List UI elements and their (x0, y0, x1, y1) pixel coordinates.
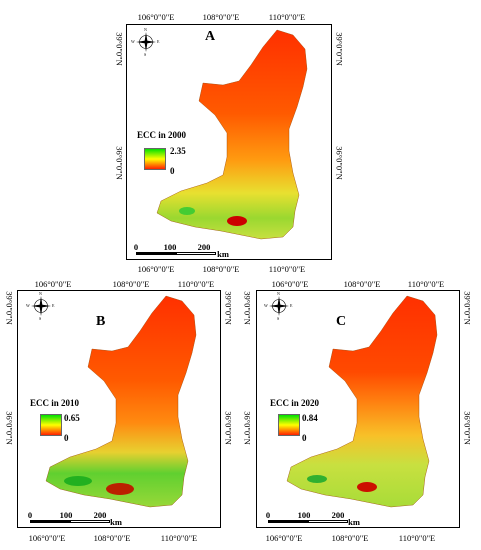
top-tick-110: 110°0"0"E (177, 279, 215, 289)
panel-letter: C (336, 314, 347, 329)
legend-color-ramp (144, 148, 166, 170)
compass-rose-icon: N E S W (26, 291, 55, 321)
legend-color-ramp (278, 414, 300, 436)
legend-min-value: 0 (170, 166, 175, 176)
bottom-tick-108: 108°0"0"E (202, 264, 240, 274)
compass-letter: E (290, 303, 293, 308)
scale-label-unit: km (110, 517, 122, 527)
top-tick-108: 108°0"0"E (112, 279, 150, 289)
bottom-tick-106: 106°0"0"E (265, 533, 303, 543)
panel-letter: B (96, 314, 106, 329)
right-tick-39n: 39°0"0"N (462, 291, 473, 325)
panel-letter: A (205, 29, 216, 44)
scale-label-0: 0 (265, 510, 271, 520)
top-tick-106: 106°0"0"E (34, 279, 72, 289)
bottom-tick-106: 106°0"0"E (137, 264, 175, 274)
right-tick-39n: 39°0"0"N (223, 291, 234, 325)
left-tick-39n: 39°0"0"N (4, 291, 15, 325)
legend-min-value: 0 (64, 433, 69, 443)
scale-label-200: 200 (93, 510, 107, 520)
top-tick-108: 108°0"0"E (343, 279, 381, 289)
scale-label-100: 100 (297, 510, 311, 520)
compass-letter: S (144, 52, 147, 57)
legend-title: ECC in 2000 (137, 130, 187, 140)
top-tick-108: 108°0"0"E (202, 12, 240, 22)
compass-letter: S (39, 316, 42, 321)
compass-rose-icon: N E S W (264, 291, 293, 321)
legend-color-ramp (40, 414, 62, 436)
bottom-tick-110: 110°0"0"E (160, 533, 198, 543)
right-tick-36n: 36°0"0"N (223, 411, 234, 445)
compass-rose-icon: N E S W (131, 27, 160, 57)
ecc-raster-map (286, 295, 438, 508)
compass-letter: E (157, 39, 160, 44)
legend-title: ECC in 2020 (270, 398, 320, 408)
compass-letter: N (277, 291, 280, 296)
bottom-tick-110: 110°0"0"E (398, 533, 436, 543)
left-tick-36n: 36°0"0"N (114, 146, 125, 180)
top-tick-106: 106°0"0"E (271, 279, 309, 289)
scale-label-200: 200 (197, 242, 211, 252)
bottom-tick-108: 108°0"0"E (93, 533, 131, 543)
ecc-raster-map (156, 29, 308, 240)
scale-label-0: 0 (133, 242, 139, 252)
compass-letter: N (39, 291, 42, 296)
right-tick-36n: 36°0"0"N (462, 411, 473, 445)
right-tick-36n: 36°0"0"N (334, 146, 345, 180)
scale-bar (30, 520, 110, 523)
top-tick-110: 110°0"0"E (407, 279, 445, 289)
legend-max-value: 0.65 (64, 413, 80, 423)
scale-label-unit: km (348, 517, 360, 527)
scale-bar (136, 252, 216, 255)
ecc-raster-map (45, 295, 197, 508)
scale-label-0: 0 (27, 510, 33, 520)
right-tick-39n: 39°0"0"N (334, 32, 345, 66)
top-tick-106: 106°0"0"E (137, 12, 175, 22)
bottom-tick-110: 110°0"0"E (268, 264, 306, 274)
left-tick-36n: 36°0"0"N (4, 411, 15, 445)
top-tick-110: 110°0"0"E (268, 12, 306, 22)
scale-bar (268, 520, 348, 523)
bottom-tick-106: 106°0"0"E (28, 533, 66, 543)
compass-letter: W (131, 39, 135, 44)
compass-letter: W (264, 303, 268, 308)
scale-label-100: 100 (163, 242, 177, 252)
left-tick-36n: 36°0"0"N (242, 411, 253, 445)
compass-letter: N (144, 27, 147, 32)
left-tick-39n: 39°0"0"N (242, 291, 253, 325)
compass-letter: E (52, 303, 55, 308)
compass-letter: W (26, 303, 30, 308)
left-tick-39n: 39°0"0"N (114, 32, 125, 66)
bottom-tick-108: 108°0"0"E (331, 533, 369, 543)
compass-letter: S (277, 316, 280, 321)
legend-min-value: 0 (302, 433, 307, 443)
legend-max-value: 0.84 (302, 413, 318, 423)
legend-title: ECC in 2010 (30, 398, 80, 408)
scale-label-200: 200 (331, 510, 345, 520)
scale-label-unit: km (217, 249, 229, 259)
legend-max-value: 2.35 (170, 146, 186, 156)
scale-label-100: 100 (59, 510, 73, 520)
